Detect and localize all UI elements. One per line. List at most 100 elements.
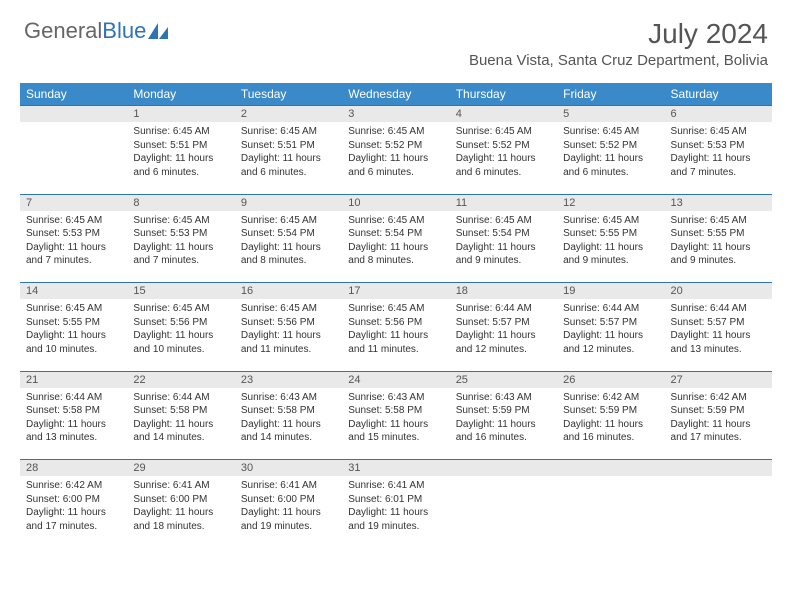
sunset-text: Sunset: 5:58 PM	[348, 404, 443, 418]
sunrise-text: Sunrise: 6:44 AM	[671, 302, 766, 316]
day-info-cell: Sunrise: 6:43 AMSunset: 5:59 PMDaylight:…	[450, 388, 557, 460]
day-info-cell	[20, 122, 127, 194]
daylight-text: Daylight: 11 hours and 9 minutes.	[671, 241, 766, 268]
sunrise-text: Sunrise: 6:45 AM	[241, 214, 336, 228]
daylight-text: Daylight: 11 hours and 6 minutes.	[348, 152, 443, 179]
sunset-text: Sunset: 5:59 PM	[456, 404, 551, 418]
daylight-text: Daylight: 11 hours and 6 minutes.	[133, 152, 228, 179]
sunrise-text: Sunrise: 6:45 AM	[133, 302, 228, 316]
calendar-table: Sunday Monday Tuesday Wednesday Thursday…	[20, 83, 772, 548]
daylight-text: Daylight: 11 hours and 12 minutes.	[563, 329, 658, 356]
sunrise-text: Sunrise: 6:44 AM	[563, 302, 658, 316]
sunrise-text: Sunrise: 6:45 AM	[348, 125, 443, 139]
day-number-row: 21222324252627	[20, 371, 772, 388]
day-number-cell: 7	[20, 194, 127, 211]
sunset-text: Sunset: 5:57 PM	[456, 316, 551, 330]
day-info-cell: Sunrise: 6:43 AMSunset: 5:58 PMDaylight:…	[235, 388, 342, 460]
sunrise-text: Sunrise: 6:44 AM	[456, 302, 551, 316]
weekday-header: Tuesday	[235, 83, 342, 106]
day-info-cell: Sunrise: 6:45 AMSunset: 5:54 PMDaylight:…	[342, 211, 449, 283]
day-info-cell: Sunrise: 6:42 AMSunset: 5:59 PMDaylight:…	[665, 388, 772, 460]
day-number-cell: 15	[127, 283, 234, 300]
day-info-cell: Sunrise: 6:44 AMSunset: 5:57 PMDaylight:…	[557, 299, 664, 371]
day-info-cell: Sunrise: 6:45 AMSunset: 5:52 PMDaylight:…	[557, 122, 664, 194]
day-number-cell: 23	[235, 371, 342, 388]
sunset-text: Sunset: 5:59 PM	[671, 404, 766, 418]
day-info-cell: Sunrise: 6:44 AMSunset: 5:57 PMDaylight:…	[665, 299, 772, 371]
logo: GeneralBlue	[24, 18, 168, 44]
day-number-cell	[450, 460, 557, 477]
day-number-cell	[20, 106, 127, 123]
daylight-text: Daylight: 11 hours and 13 minutes.	[671, 329, 766, 356]
sunrise-text: Sunrise: 6:45 AM	[26, 214, 121, 228]
daylight-text: Daylight: 11 hours and 8 minutes.	[348, 241, 443, 268]
day-info-cell	[450, 476, 557, 548]
daylight-text: Daylight: 11 hours and 17 minutes.	[26, 506, 121, 533]
day-info-row: Sunrise: 6:45 AMSunset: 5:55 PMDaylight:…	[20, 299, 772, 371]
daylight-text: Daylight: 11 hours and 9 minutes.	[456, 241, 551, 268]
sunset-text: Sunset: 5:52 PM	[348, 139, 443, 153]
day-number-cell: 16	[235, 283, 342, 300]
day-info-cell: Sunrise: 6:45 AMSunset: 5:52 PMDaylight:…	[342, 122, 449, 194]
day-info-cell: Sunrise: 6:41 AMSunset: 6:01 PMDaylight:…	[342, 476, 449, 548]
weekday-header: Saturday	[665, 83, 772, 106]
day-info-row: Sunrise: 6:42 AMSunset: 6:00 PMDaylight:…	[20, 476, 772, 548]
day-info-cell: Sunrise: 6:45 AMSunset: 5:56 PMDaylight:…	[235, 299, 342, 371]
weekday-header: Wednesday	[342, 83, 449, 106]
day-number-cell: 2	[235, 106, 342, 123]
day-number-cell: 22	[127, 371, 234, 388]
day-number-cell: 3	[342, 106, 449, 123]
day-number-cell: 29	[127, 460, 234, 477]
sunset-text: Sunset: 6:00 PM	[133, 493, 228, 507]
sunrise-text: Sunrise: 6:45 AM	[26, 302, 121, 316]
sunset-text: Sunset: 5:55 PM	[671, 227, 766, 241]
sunrise-text: Sunrise: 6:45 AM	[563, 214, 658, 228]
day-info-cell: Sunrise: 6:45 AMSunset: 5:55 PMDaylight:…	[20, 299, 127, 371]
daylight-text: Daylight: 11 hours and 16 minutes.	[456, 418, 551, 445]
day-info-cell: Sunrise: 6:45 AMSunset: 5:56 PMDaylight:…	[127, 299, 234, 371]
sunrise-text: Sunrise: 6:44 AM	[26, 391, 121, 405]
day-info-row: Sunrise: 6:44 AMSunset: 5:58 PMDaylight:…	[20, 388, 772, 460]
day-number-cell: 13	[665, 194, 772, 211]
sunrise-text: Sunrise: 6:41 AM	[348, 479, 443, 493]
sunset-text: Sunset: 5:59 PM	[563, 404, 658, 418]
sunset-text: Sunset: 5:56 PM	[241, 316, 336, 330]
sunset-text: Sunset: 6:01 PM	[348, 493, 443, 507]
sunset-text: Sunset: 5:54 PM	[348, 227, 443, 241]
day-number-cell: 11	[450, 194, 557, 211]
daylight-text: Daylight: 11 hours and 18 minutes.	[133, 506, 228, 533]
weekday-header: Sunday	[20, 83, 127, 106]
sunset-text: Sunset: 5:58 PM	[26, 404, 121, 418]
sunrise-text: Sunrise: 6:45 AM	[456, 214, 551, 228]
day-info-cell: Sunrise: 6:45 AMSunset: 5:51 PMDaylight:…	[127, 122, 234, 194]
sunset-text: Sunset: 6:00 PM	[241, 493, 336, 507]
header: GeneralBlue July 2024 Buena Vista, Santa…	[0, 0, 792, 75]
sunset-text: Sunset: 5:56 PM	[133, 316, 228, 330]
day-number-row: 14151617181920	[20, 283, 772, 300]
day-number-cell: 6	[665, 106, 772, 123]
day-info-cell: Sunrise: 6:45 AMSunset: 5:55 PMDaylight:…	[665, 211, 772, 283]
day-number-cell: 27	[665, 371, 772, 388]
sunset-text: Sunset: 5:57 PM	[563, 316, 658, 330]
sunrise-text: Sunrise: 6:42 AM	[563, 391, 658, 405]
day-info-cell: Sunrise: 6:45 AMSunset: 5:51 PMDaylight:…	[235, 122, 342, 194]
sunrise-text: Sunrise: 6:42 AM	[26, 479, 121, 493]
day-info-cell: Sunrise: 6:45 AMSunset: 5:53 PMDaylight:…	[20, 211, 127, 283]
daylight-text: Daylight: 11 hours and 14 minutes.	[241, 418, 336, 445]
sunrise-text: Sunrise: 6:45 AM	[241, 125, 336, 139]
daylight-text: Daylight: 11 hours and 8 minutes.	[241, 241, 336, 268]
day-number-cell	[665, 460, 772, 477]
sunrise-text: Sunrise: 6:43 AM	[348, 391, 443, 405]
weekday-header: Thursday	[450, 83, 557, 106]
day-number-cell: 19	[557, 283, 664, 300]
logo-text-first: General	[24, 18, 102, 44]
day-number-cell: 26	[557, 371, 664, 388]
sunset-text: Sunset: 5:58 PM	[241, 404, 336, 418]
sunrise-text: Sunrise: 6:45 AM	[563, 125, 658, 139]
sunset-text: Sunset: 5:51 PM	[133, 139, 228, 153]
logo-sail-icon	[148, 23, 168, 39]
daylight-text: Daylight: 11 hours and 14 minutes.	[133, 418, 228, 445]
day-info-cell: Sunrise: 6:45 AMSunset: 5:55 PMDaylight:…	[557, 211, 664, 283]
day-number-cell: 25	[450, 371, 557, 388]
day-number-cell: 1	[127, 106, 234, 123]
